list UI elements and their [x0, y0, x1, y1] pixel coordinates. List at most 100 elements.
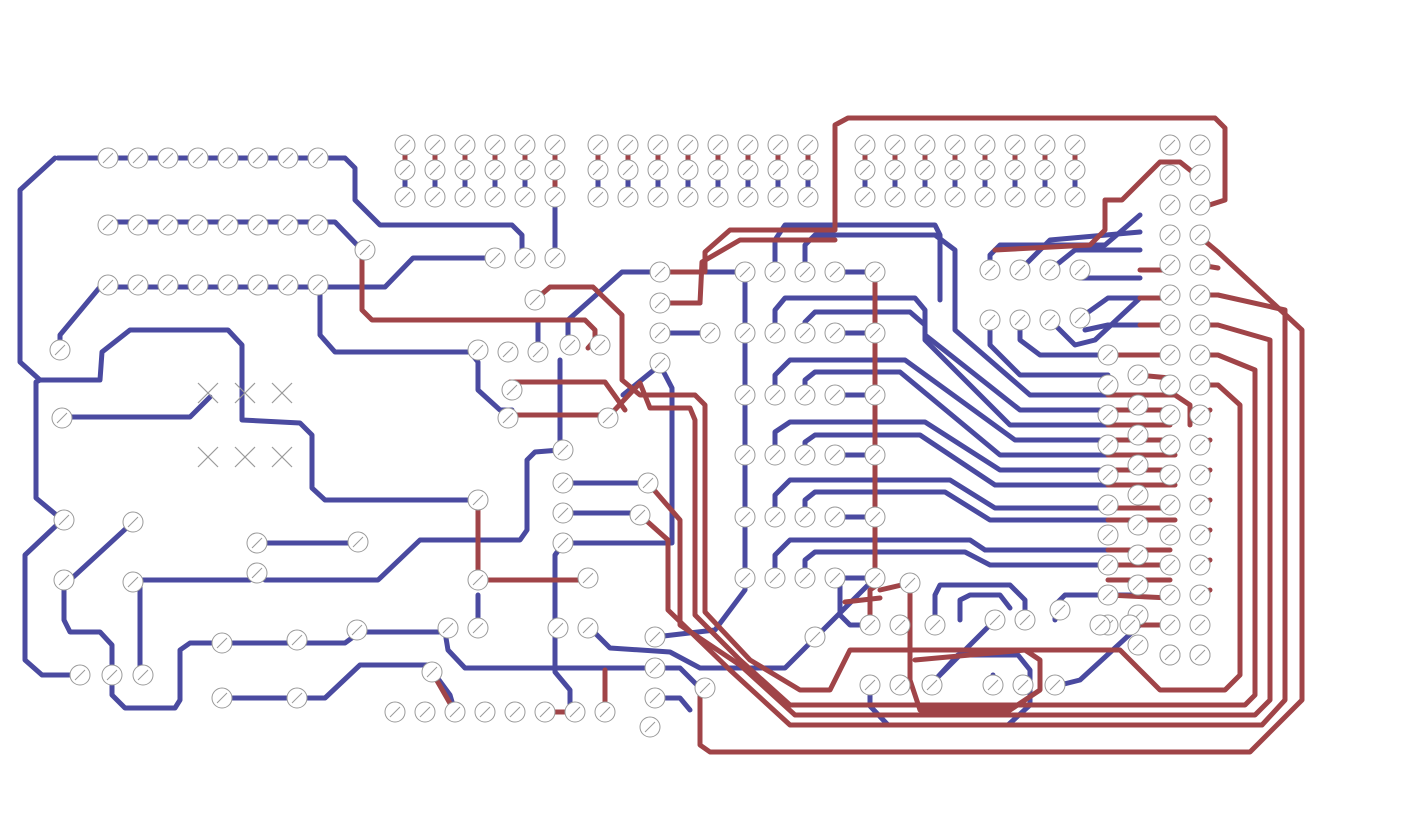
pad-drill-mark — [889, 139, 901, 151]
pad-drill-mark — [102, 219, 114, 231]
bottom-trace — [1017, 229, 1143, 273]
pad-drill-mark — [829, 511, 841, 523]
pad-drill-mark — [864, 619, 876, 631]
bottom-trace — [67, 519, 136, 583]
pad-drill-mark — [1132, 549, 1144, 561]
bottom-trace — [772, 477, 1111, 520]
pad-drill-mark — [889, 164, 901, 176]
pad-drill-mark — [712, 164, 724, 176]
pad-drill-mark — [829, 449, 841, 461]
top-trace — [842, 595, 883, 605]
pad-drill-mark — [772, 191, 784, 203]
pad-drill-mark — [739, 266, 751, 278]
pad-drill-mark — [1039, 164, 1051, 176]
pad-drill-mark — [426, 666, 438, 678]
pad-drill-mark — [654, 327, 666, 339]
pad-drill-mark — [742, 191, 754, 203]
pad-drill-mark — [802, 164, 814, 176]
pad-drill-mark — [799, 572, 811, 584]
pad-drill-mark — [459, 139, 471, 151]
pad-drill-mark — [1132, 489, 1144, 501]
pad-drill-mark — [799, 266, 811, 278]
pad-drill-mark — [472, 494, 484, 506]
pad-drill-mark — [869, 266, 881, 278]
pad-drill-mark — [769, 449, 781, 461]
pad-drill-mark — [1194, 559, 1206, 571]
bottom-trace — [802, 232, 1111, 398]
pad-drill-mark — [1164, 379, 1176, 391]
pad-drill-mark — [864, 679, 876, 691]
pad-drill-mark — [739, 449, 751, 461]
unconnected-pad-cross — [197, 382, 219, 404]
pad-drill-mark — [1017, 679, 1029, 691]
pad-drill-mark — [539, 706, 551, 718]
pad-drill-mark — [1194, 349, 1206, 361]
pad-drill-mark — [649, 692, 661, 704]
pad-drill-mark — [549, 191, 561, 203]
pad-drill-mark — [742, 164, 754, 176]
pad-drill-mark — [162, 219, 174, 231]
pad-drill-mark — [502, 346, 514, 358]
bottom-trace — [802, 432, 1111, 488]
pad-drill-mark — [1164, 589, 1176, 601]
pad-drill-mark — [557, 507, 569, 519]
bottom-trace — [33, 377, 63, 521]
bottom-trace — [552, 545, 573, 715]
pad-drill-mark — [429, 191, 441, 203]
pad-drill-mark — [1194, 439, 1206, 451]
pad-drill-mark — [652, 139, 664, 151]
pad-drill-mark — [829, 389, 841, 401]
pad-drill-mark — [1194, 619, 1206, 631]
pad-drill-mark — [106, 669, 118, 681]
pad-drill-mark — [282, 152, 294, 164]
pad-drill-mark — [58, 514, 70, 526]
bottom-trace — [1082, 322, 1143, 333]
pad-drill-mark — [802, 191, 814, 203]
pad-drill-mark — [649, 662, 661, 674]
pad-drill-mark — [602, 412, 614, 424]
pad-drill-mark — [769, 572, 781, 584]
bottom-trace — [772, 357, 1111, 443]
pad-drill-mark — [772, 139, 784, 151]
bottom-trace — [772, 222, 943, 303]
pad-drill-mark — [654, 297, 666, 309]
pad-drill-mark — [894, 679, 906, 691]
pad-drill-mark — [769, 327, 781, 339]
pad-drill-mark — [1009, 191, 1021, 203]
bottom-trace — [65, 394, 213, 420]
bottom-trace — [957, 592, 1013, 623]
pad-drill-mark — [459, 191, 471, 203]
pad-drill-mark — [56, 412, 68, 424]
pad-drill-mark — [1102, 559, 1114, 571]
pad-drill-mark — [502, 412, 514, 424]
bottom-trace — [1057, 622, 1143, 688]
pad-drill-mark — [216, 692, 228, 704]
pad-drill-mark — [769, 511, 781, 523]
pad-drill-mark — [1132, 579, 1144, 591]
pad-drill-mark — [989, 614, 1001, 626]
pad-drill-mark — [442, 622, 454, 634]
pad-drill-mark — [1044, 264, 1056, 276]
pad-drill-mark — [557, 444, 569, 456]
pad-drill-mark — [1069, 164, 1081, 176]
bottom-trace — [57, 255, 498, 348]
bottom-trace — [1047, 295, 1143, 348]
pad-drill-mark — [742, 139, 754, 151]
pad-drill-mark — [519, 252, 531, 264]
pad-drill-mark — [1132, 519, 1144, 531]
pad-drill-mark — [291, 692, 303, 704]
pad-drill-mark — [282, 219, 294, 231]
pad-drill-mark — [1102, 439, 1114, 451]
pad-drill-mark — [459, 164, 471, 176]
pad-drill-mark — [1132, 429, 1144, 441]
pad-drill-mark — [399, 164, 411, 176]
pad-drill-mark — [682, 139, 694, 151]
pad-drill-mark — [1164, 499, 1176, 511]
pad-drill-mark — [622, 164, 634, 176]
unconnected-pad-cross — [271, 446, 293, 468]
pad-drill-mark — [1164, 199, 1176, 211]
bottom-trace — [802, 369, 1111, 458]
bottom-trace — [557, 362, 675, 546]
unconnected-pad-cross — [271, 382, 293, 404]
pad-drill-mark — [634, 509, 646, 521]
